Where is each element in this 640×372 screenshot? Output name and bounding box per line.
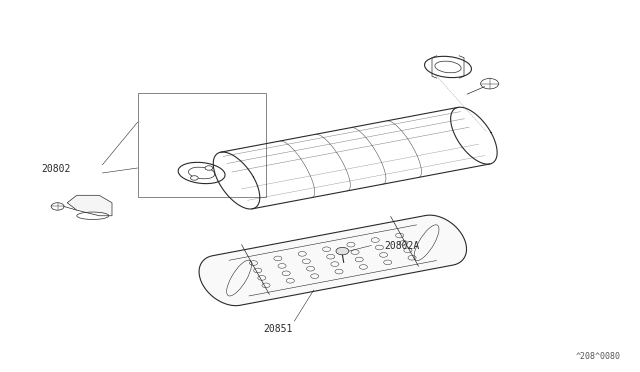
Text: 20851: 20851 xyxy=(264,324,293,334)
Polygon shape xyxy=(199,215,467,306)
Circle shape xyxy=(191,176,198,180)
Circle shape xyxy=(336,247,349,255)
Text: ^208^0080: ^208^0080 xyxy=(576,352,621,361)
Text: 20802A: 20802A xyxy=(384,241,419,250)
Text: 20802: 20802 xyxy=(42,164,71,174)
Circle shape xyxy=(205,166,212,170)
Bar xyxy=(138,93,266,197)
Polygon shape xyxy=(67,195,112,216)
